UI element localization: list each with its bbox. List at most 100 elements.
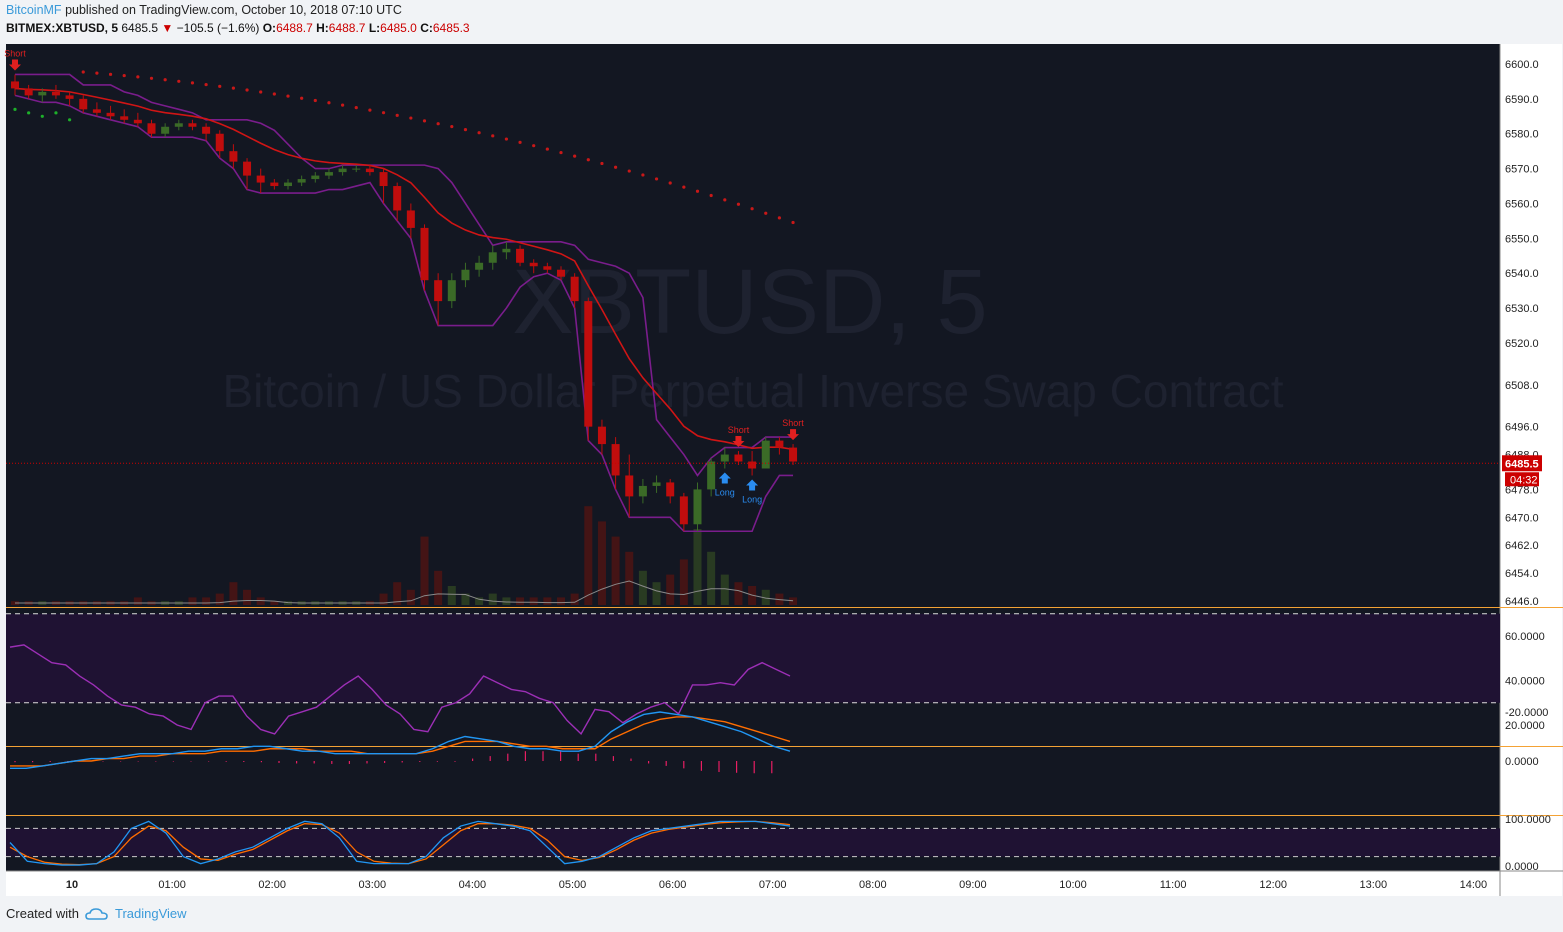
volume-bar [679,559,688,605]
psar-dot [40,114,44,118]
volume-bar [406,589,415,605]
psar-dot [436,122,440,126]
candle-body [570,276,579,302]
candle-body [543,266,552,270]
psar-dot [381,111,386,115]
stoch-tick-label: 100.0000 [1505,814,1551,826]
volume-bar [270,601,279,605]
psar-dot [163,78,167,82]
tradingview-cloud-icon [85,907,108,920]
price-tick-label: 6478.0 [1505,484,1539,496]
volume-bar [229,582,238,605]
psar-dot [450,125,454,129]
candle-body [611,444,620,476]
short-signal-label: Short [782,418,804,428]
time-axis-tick-label: 12:00 [1259,879,1287,891]
time-axis-tick-label: 01:00 [158,879,186,891]
psar-dot [600,161,604,166]
psar-dot [723,198,727,202]
candle-body [775,440,784,448]
candle-body [284,182,292,187]
volume-bar [434,570,443,605]
psar-dot [286,94,290,98]
psar-dot [122,73,126,78]
psar-dot [231,86,235,90]
rsi-line [9,644,791,736]
volume-bar [720,574,729,605]
channel-lower-line [14,94,794,533]
volume-bar [789,597,798,605]
candle-body [270,182,279,187]
candle-body [324,172,333,176]
volume-bar [133,597,142,605]
watermark-symbol: XBTUSD, 5 [512,251,987,353]
candle-body [406,210,415,228]
psar-dot [627,169,631,173]
author-link[interactable]: BitcoinMF [6,3,62,17]
time-axis-tick-label: 04:00 [459,879,487,891]
rsi-tick-label: 40.0000 [1505,676,1545,688]
candle-body [297,179,306,183]
stoch-k-line [9,820,791,866]
rsi-tick-label: 60.0000 [1505,631,1545,643]
price-tick-label: 6496.0 [1505,422,1539,434]
countdown-badge [1505,472,1539,487]
symbol-name: BITMEX:XBTUSD, 5 [6,21,119,35]
candle-body [24,88,33,96]
candle-body [79,98,88,110]
volume-bar [707,551,716,605]
psar-dot [218,84,222,88]
volume-bar [638,570,647,605]
candle-body [311,175,320,180]
short-arrow-icon [9,59,21,71]
time-axis-tick-label: 10 [66,879,78,891]
price-tick-label: 6462.0 [1505,540,1539,552]
time-axis-tick-label: 09:00 [959,879,987,891]
volume-bar [529,597,538,605]
psar-dot [791,220,795,225]
tradingview-link[interactable]: TradingView [114,906,187,921]
psar-dot [532,144,536,148]
psar-dot [190,81,195,85]
down-arrow-icon: ▼ [161,21,174,35]
candle-body [529,262,538,267]
psar-dot [545,147,549,151]
volume-bar [693,529,702,605]
long-arrow-icon [746,479,759,491]
stoch-tick-label: 0.0000 [1505,861,1539,873]
psar-dot [395,113,399,117]
symbol-bar: BITMEX:XBTUSD, 5 6485.5 ▼ −105.5 (−1.6%)… [6,21,470,35]
countdown-badge-text: 04:32 [1510,474,1538,486]
last-price-badge-text: 6485.5 [1505,458,1539,470]
psar-dot [54,111,58,115]
psar-dot [354,105,358,110]
psar-dot [682,185,686,189]
candle-body [106,112,115,117]
time-axis-tick-label: 05:00 [559,879,587,891]
candle-body [720,454,729,462]
candle-body [161,126,170,134]
moving-average-line [14,87,794,451]
low-label: L: [368,21,381,35]
high-value: 6488.7 [328,21,366,35]
volume-bar [475,597,484,605]
psar-dot [422,119,427,123]
candle-body [761,440,770,469]
volume-bar [502,597,511,605]
time-axis-tick-label: 02:00 [258,879,286,891]
price-tick-label: 6530.0 [1505,303,1539,315]
time-axis-tick-label: 13:00 [1360,879,1388,891]
volume-bar [447,586,456,605]
long-signal-label: Long [715,487,735,497]
volume-bar [584,506,593,605]
candle-body [92,109,101,113]
rsi-tick-label: 20.0000 [1505,720,1545,732]
open-value: 6488.7 [276,21,313,35]
short-arrow-icon [787,429,800,441]
price-tick-label: 6508.0 [1505,380,1539,392]
candle-body [420,227,429,281]
candle-body [352,168,361,170]
volume-bar [570,593,579,605]
time-axis-tick-label: 06:00 [659,879,687,891]
